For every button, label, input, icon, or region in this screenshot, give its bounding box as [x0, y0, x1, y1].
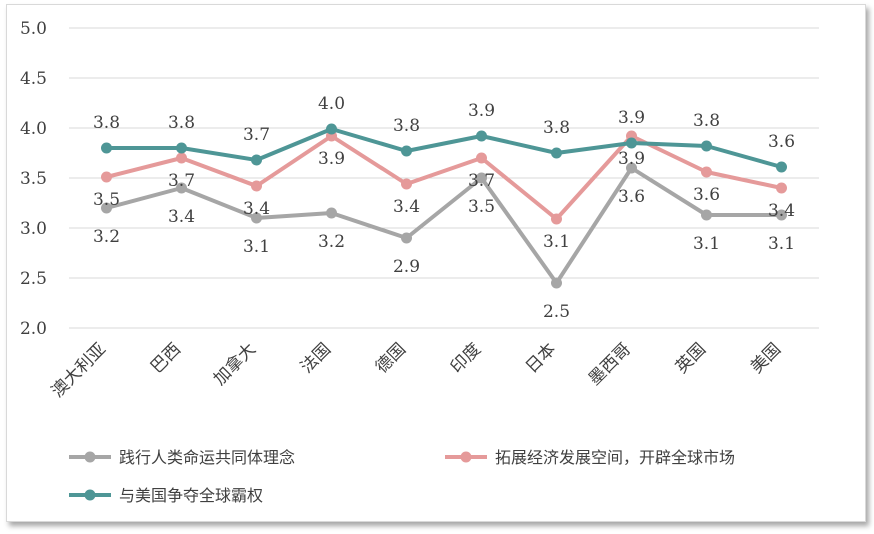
data-label-s2: 3.5 — [93, 190, 120, 210]
legend-swatch-marker — [84, 451, 96, 463]
data-label-s2: 3.4 — [393, 197, 420, 217]
x-category-label: 德国 — [372, 339, 410, 377]
data-point-s2 — [176, 152, 187, 164]
data-label-s2: 3.7 — [168, 171, 195, 191]
data-point-s2 — [776, 182, 787, 194]
chart-frame: 2.0 2.5 3.0 3.5 4.0 4.5 5.0 澳大利亚 巴西 加拿大 法国 德国 印度 日本 墨西… — [6, 4, 866, 522]
y-tick-label: 2.5 — [20, 269, 47, 289]
data-point-s1 — [101, 202, 112, 214]
data-label-s2: 3.9 — [318, 149, 345, 169]
x-category-label: 英国 — [672, 339, 710, 377]
y-tick-label: 3.0 — [20, 219, 47, 239]
data-point-s3 — [401, 145, 412, 157]
data-point-s2 — [476, 152, 487, 164]
data-label-s3: 3.8 — [168, 113, 195, 133]
data-label-s2: 3.9 — [618, 149, 645, 169]
data-label-s1: 3.5 — [468, 197, 495, 217]
series-line-3 — [106, 127, 783, 169]
data-label-s3: 3.8 — [543, 118, 570, 138]
data-point-s3 — [251, 154, 262, 166]
data-label-s2: 3.1 — [543, 232, 570, 252]
data-point-s1 — [476, 172, 487, 184]
x-category-label: 巴西 — [147, 339, 185, 377]
data-point-s2 — [551, 213, 562, 225]
y-tick-label: 2.0 — [20, 319, 47, 339]
data-point-s3 — [326, 123, 337, 135]
data-label-s1: 3.2 — [318, 232, 345, 252]
data-point-s1 — [626, 162, 637, 174]
x-category-label: 日本 — [522, 339, 560, 377]
data-label-s1: 3.4 — [168, 207, 195, 227]
y-tick-label: 5.0 — [20, 19, 47, 39]
data-label-s3: 3.7 — [243, 125, 270, 145]
data-label-s3: 3.9 — [618, 108, 645, 128]
x-category-label: 墨西哥 — [585, 339, 635, 389]
data-label-s1: 3.1 — [243, 237, 270, 257]
line-chart: 2.0 2.5 3.0 3.5 4.0 4.5 5.0 澳大利亚 巴西 加拿大 法国 德国 印度 日本 墨西… — [20, 19, 819, 505]
data-point-s3 — [701, 140, 712, 152]
data-point-s3 — [176, 142, 187, 154]
x-category-label: 美国 — [747, 339, 785, 377]
data-label-s3: 3.8 — [93, 113, 120, 133]
legend-label: 与美国争夺全球霸权 — [119, 486, 263, 505]
data-point-s3 — [101, 142, 112, 154]
data-point-s1 — [251, 212, 262, 224]
data-label-s3: 3.9 — [468, 101, 495, 121]
data-label-s3: 4.0 — [318, 94, 345, 114]
x-category-label: 加拿大 — [209, 339, 260, 390]
data-label-s1: 3.1 — [768, 234, 795, 254]
data-label-s2: 3.4 — [768, 201, 795, 221]
data-label-s1: 2.9 — [393, 257, 420, 277]
data-point-s2 — [401, 178, 412, 190]
data-point-s2 — [251, 180, 262, 192]
data-point-s3 — [626, 137, 637, 149]
y-tick-label: 3.5 — [20, 169, 47, 189]
series-line-1 — [105, 166, 782, 285]
data-label-s2: 3.4 — [243, 199, 270, 219]
data-point-s3 — [476, 130, 487, 142]
x-category-label: 澳大利亚 — [48, 339, 110, 401]
y-tick-label: 4.0 — [20, 119, 47, 139]
x-category-label: 法国 — [297, 339, 335, 377]
data-point-s1 — [326, 207, 337, 219]
data-label-s1: 2.5 — [543, 302, 570, 322]
data-label-s3: 3.8 — [693, 111, 720, 131]
data-point-s1 — [551, 277, 562, 289]
x-category-label: 印度 — [447, 339, 485, 377]
data-label-s2: 3.7 — [468, 171, 495, 191]
data-label-s3: 3.6 — [768, 132, 795, 152]
data-label-s1: 3.1 — [693, 234, 720, 254]
y-tick-label: 4.5 — [20, 69, 47, 89]
data-label-s2: 3.6 — [693, 185, 720, 205]
legend-swatch-marker — [84, 489, 96, 501]
legend-swatch-marker — [460, 451, 472, 463]
data-point-s2 — [701, 166, 712, 178]
data-point-s3 — [551, 147, 562, 159]
legend-label: 践行人类命运共同体理念 — [119, 448, 295, 467]
data-label-s3: 3.8 — [393, 116, 420, 136]
data-label-s1: 3.6 — [618, 187, 645, 207]
data-point-s1 — [401, 232, 412, 244]
series-line-2 — [106, 134, 782, 221]
legend-label: 拓展经济发展空间，开辟全球市场 — [495, 448, 735, 467]
data-label-s1: 3.2 — [93, 227, 120, 247]
data-point-s1 — [176, 182, 187, 194]
data-point-s2 — [101, 171, 112, 183]
data-point-s1 — [776, 209, 787, 221]
data-point-s1 — [701, 209, 712, 221]
data-point-s3 — [776, 161, 787, 173]
